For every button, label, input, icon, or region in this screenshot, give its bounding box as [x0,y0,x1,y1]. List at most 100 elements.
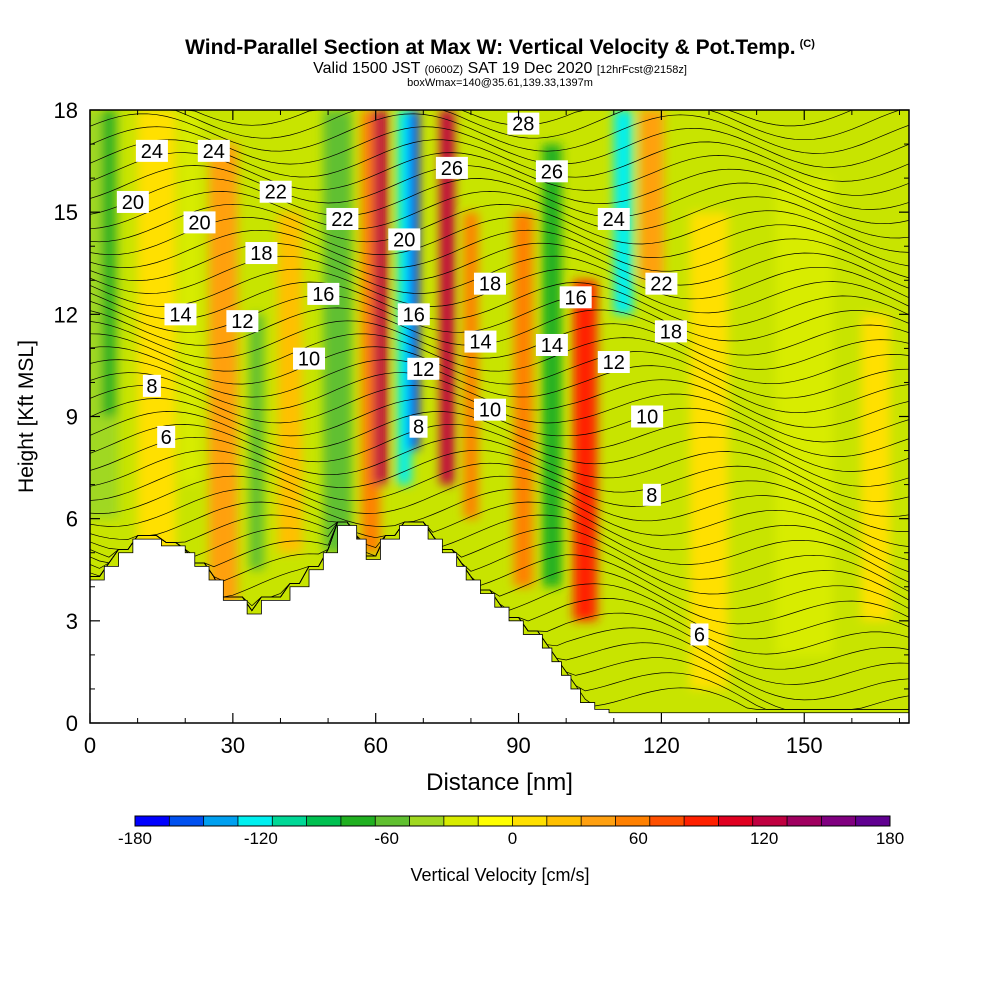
colorbar-swatch [649,816,685,826]
velocity-column [513,212,533,587]
contour-label: 26 [541,161,563,183]
contour-label: 18 [250,243,272,265]
contour-label-box [642,483,661,506]
velocity-column [542,144,562,587]
forecast-info: [12hrFcst@2158z] [596,64,687,76]
isentrope-line [90,521,909,592]
isentrope-line [90,255,909,300]
velocity-column [463,212,479,519]
isentrope-line [90,178,909,225]
contour-label-box [183,211,216,234]
contour-label-box [388,228,421,251]
colorbar-tick-label: -120 [244,829,278,848]
colorbar-tick-label: -60 [374,829,399,848]
contour-label: 12 [412,359,434,381]
isentrope-line [90,191,909,239]
velocity-column [137,110,176,553]
contour-label: 18 [660,321,682,343]
isentrope-line [90,521,909,640]
contour-label-box [293,347,326,370]
y-tick-label: 9 [66,405,78,430]
colorbar-swatch [169,816,204,826]
title-text: Wind-Parallel Section at Max W: Vertical… [185,36,796,59]
x-tick-label: 30 [221,733,245,758]
contour-label-box [259,180,292,203]
colorbar-label: Vertical Velocity [cm/s] [410,865,589,885]
contour-label-box [116,190,149,213]
contour-label-box [409,415,428,438]
contour-label: 10 [298,349,320,371]
colorbar-tick-label: 60 [629,829,648,848]
contour-label: 22 [265,182,287,204]
colorbar-swatch [684,816,719,826]
contour-label: 8 [413,417,424,439]
isentrope-line [90,320,909,370]
contour-label-box [535,333,568,356]
isentrope-line [90,110,909,127]
velocity-column [101,110,117,417]
isentrope-line [90,521,909,625]
colorbar-swatch [787,816,822,826]
contour-label: 6 [161,427,172,449]
velocity-column [861,314,890,621]
colorbar-tick-label: 180 [876,829,904,848]
isentrope-line [90,281,909,328]
isentrope-line [90,423,909,487]
velocity-column [373,110,388,485]
colorbar-swatch [237,816,273,826]
contour-label: 18 [479,274,501,296]
contour-label: 28 [512,114,534,136]
chart-title: Wind-Parallel Section at Max W: Vertical… [0,36,1000,60]
colorbar-swatch [478,816,513,826]
isentrope-line [90,411,909,472]
isentrope-line [90,436,909,502]
contour-label: 12 [603,352,625,374]
colorbar-swatch [546,816,582,826]
contour-label-box [407,357,440,380]
colorbar-swatch [203,816,239,826]
colorbar-tick-label: 120 [750,829,778,848]
valid-utc: (0600Z) [424,64,464,76]
colorbar-tick-label: -180 [118,829,152,848]
colorbar-swatch [512,816,548,826]
x-tick-label: 0 [84,733,96,758]
isentrope-line [90,449,909,517]
contour-label-box [645,272,678,295]
y-tick-label: 3 [66,609,78,634]
valid-time: Valid 1500 JST [313,60,421,77]
contour-label: 8 [146,376,157,398]
contour-label-box [535,160,568,183]
colorbar-swatch [135,816,170,826]
copyright-mark: (C) [799,38,815,50]
contour-label-box [245,242,278,265]
isentrope-line [90,216,909,267]
isentrope-line [90,488,909,561]
contour-label: 16 [403,304,425,326]
contour-label: 26 [441,158,463,180]
contour-label-box [197,139,230,162]
contour-label-box [654,320,687,343]
contour-label: 14 [469,332,491,354]
isentrope-line [90,521,909,601]
x-tick-label: 150 [786,733,823,758]
colorbar-swatch [855,816,891,826]
contour-label: 22 [650,274,672,296]
contour-label-box [631,405,664,428]
box-info: boxWmax=140@35.61,139.33,1397m [407,77,593,89]
colorbar-swatch [718,816,754,826]
contour-label: 10 [479,400,501,422]
contour-label-box [559,286,592,309]
y-tick-label: 0 [66,711,78,736]
x-tick-label: 120 [643,733,680,758]
contour-label: 10 [636,407,658,429]
isentrope-line [90,475,909,547]
valid-date: SAT 19 Dec 2020 [467,60,593,77]
contour-label-box [135,139,168,162]
colorbar-tick-label: 0 [508,829,517,848]
contour-label: 8 [646,485,657,507]
contour-label-box [435,156,468,179]
isentrope-line [90,333,909,385]
contour-label: 22 [331,209,353,231]
contour-label: 12 [231,311,253,333]
isentrope-line [90,359,909,414]
